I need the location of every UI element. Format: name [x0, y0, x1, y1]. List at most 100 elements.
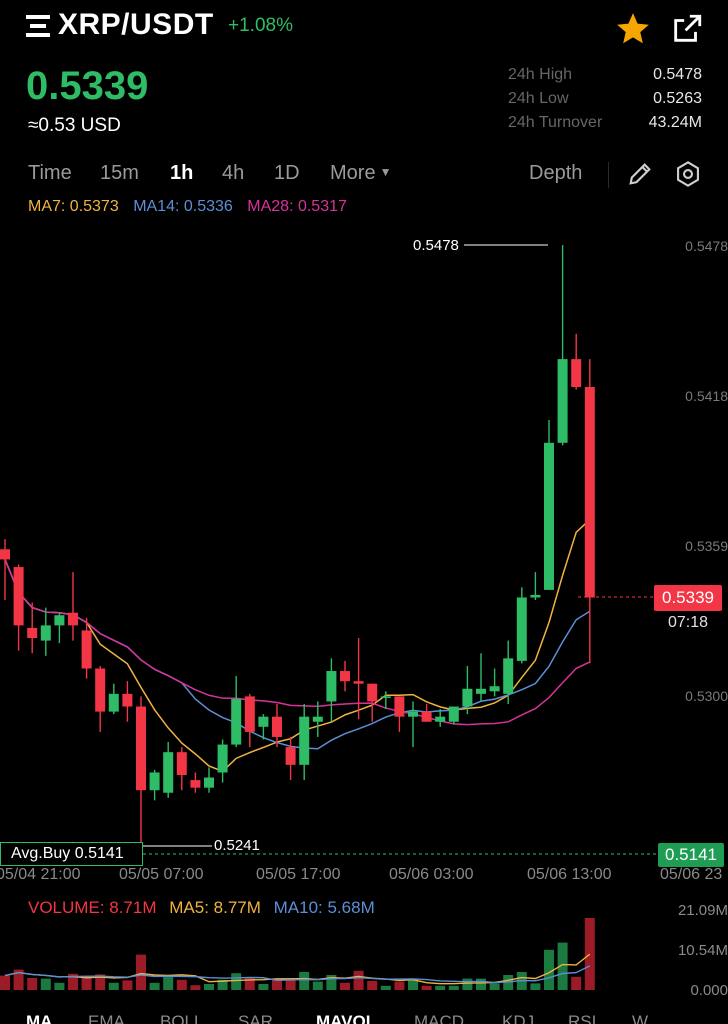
- candle-body: [13, 567, 24, 626]
- tab-more[interactable]: More ▼: [330, 162, 391, 185]
- candle-body: [217, 744, 228, 773]
- candle-body: [54, 615, 65, 626]
- timeframe-tabs: Time 15m 1h 4h 1D More ▼ Depth: [0, 160, 728, 190]
- exchange-logo-icon[interactable]: [26, 14, 52, 38]
- tab-4h[interactable]: 4h: [222, 162, 245, 184]
- stat-label: 24h High: [508, 66, 573, 83]
- stat-value: 0.5478: [653, 66, 702, 83]
- tab-time[interactable]: Time: [28, 162, 72, 184]
- volume-bar: [68, 973, 78, 990]
- stat-24h-high: 24h High 0.5478: [508, 66, 702, 90]
- candle-body: [81, 630, 92, 669]
- stat-24h-low: 24h Low 0.5263: [508, 90, 702, 114]
- price-change-percent: +1.08%: [228, 15, 293, 36]
- favorite-star-icon[interactable]: [614, 10, 652, 48]
- candle-body: [435, 716, 446, 722]
- volume-bar: [530, 983, 541, 990]
- candle-body: [462, 688, 473, 707]
- tab-boll[interactable]: BOLL: [160, 1012, 204, 1024]
- share-icon[interactable]: [670, 12, 704, 46]
- tab-kdj[interactable]: KDJ: [502, 1012, 535, 1024]
- candle-body: [353, 681, 364, 684]
- ma28-value: MA28: 0.5317: [247, 198, 347, 215]
- candle-body: [326, 671, 337, 702]
- low-marker-label: 0.5241: [214, 837, 260, 854]
- volume-bar: [353, 970, 364, 990]
- time-axis-tick: 05/04 21:00: [0, 866, 81, 883]
- volume-bar: [557, 942, 568, 990]
- tab-sar[interactable]: SAR: [238, 1012, 273, 1024]
- volume-ma10: MA10: 5.68M: [273, 898, 375, 917]
- volume-bar: [544, 949, 554, 990]
- volume-bar: [272, 979, 282, 990]
- candle-body: [476, 688, 486, 694]
- candle-body: [557, 359, 568, 443]
- volume-axis-tick: 21.09M: [677, 902, 728, 919]
- volume-value: VOLUME: 8.71M: [28, 898, 157, 917]
- volume-bar: [0, 975, 10, 990]
- caret-down-icon: ▼: [379, 165, 392, 179]
- candle-body: [163, 752, 174, 793]
- avg-buy-badge[interactable]: Avg.Buy 0.5141: [0, 842, 143, 866]
- candle-body: [394, 696, 405, 717]
- pencil-icon[interactable]: [626, 160, 654, 188]
- price-usd-approx: ≈0.53 USD: [28, 115, 121, 136]
- ma7-line: [4, 519, 591, 773]
- volume-chart: [0, 918, 595, 990]
- tab-ema[interactable]: EMA: [88, 1012, 125, 1024]
- volume-bar: [231, 973, 242, 990]
- volume-bar: [408, 979, 418, 990]
- volume-bar: [27, 978, 38, 990]
- candle-body: [299, 716, 310, 765]
- candle-body: [244, 696, 255, 732]
- tab-1h[interactable]: 1h: [170, 162, 194, 184]
- tab-macd[interactable]: MACD: [414, 1012, 465, 1024]
- volume-bar: [380, 985, 391, 990]
- tab-w[interactable]: W: [632, 1012, 649, 1024]
- candle-body: [204, 777, 214, 788]
- candle-body: [544, 442, 554, 590]
- stats-panel: 24h High 0.5478 24h Low 0.5263 24h Turno…: [508, 66, 702, 138]
- tab-15m[interactable]: 15m: [100, 162, 139, 184]
- volume-bar: [244, 977, 255, 990]
- candle-body: [367, 683, 378, 702]
- candle-body: [108, 693, 119, 712]
- current-price-badge: 0.5339: [654, 585, 722, 611]
- candle-body: [95, 668, 106, 712]
- settings-icon[interactable]: [674, 160, 702, 188]
- candle-body: [68, 612, 78, 626]
- tab-depth[interactable]: Depth: [529, 162, 583, 184]
- candle-body: [489, 686, 500, 692]
- volume-ma10-line: [4, 965, 591, 984]
- volume-bar: [394, 981, 405, 990]
- price-axis-tick: 0.5300: [685, 688, 728, 704]
- high-marker-label: 0.5478: [413, 237, 459, 254]
- volume-bar: [462, 978, 473, 990]
- candle-body: [503, 658, 514, 694]
- candle-body: [312, 716, 323, 722]
- ma28-line: [4, 559, 591, 726]
- candle-body: [340, 671, 350, 682]
- time-axis-tick: 05/06 03:00: [389, 866, 474, 883]
- candlestick-chart[interactable]: [0, 230, 728, 890]
- candle-body: [40, 625, 51, 641]
- volume-axis-tick: 0.000: [690, 982, 728, 999]
- volume-bar: [571, 976, 582, 990]
- pair-title[interactable]: XRP/USDT: [58, 8, 214, 41]
- candle-body: [122, 693, 133, 707]
- candle-body: [231, 698, 242, 745]
- tab-1d[interactable]: 1D: [274, 162, 300, 184]
- tab-ma[interactable]: MA: [26, 1012, 53, 1024]
- candle-body: [136, 706, 146, 791]
- ma14-line: [4, 559, 591, 750]
- candle-body: [0, 549, 10, 560]
- volume-bar: [217, 979, 228, 990]
- volume-bar: [448, 985, 459, 990]
- tab-rsi[interactable]: RSI: [568, 1012, 597, 1024]
- volume-bar: [489, 983, 500, 990]
- ma7-value: MA7: 0.5373: [28, 198, 119, 215]
- volume-bar: [299, 972, 310, 990]
- volume-bar: [190, 985, 201, 990]
- candle-body: [27, 627, 38, 639]
- tab-mavol[interactable]: MAVOL: [316, 1012, 377, 1024]
